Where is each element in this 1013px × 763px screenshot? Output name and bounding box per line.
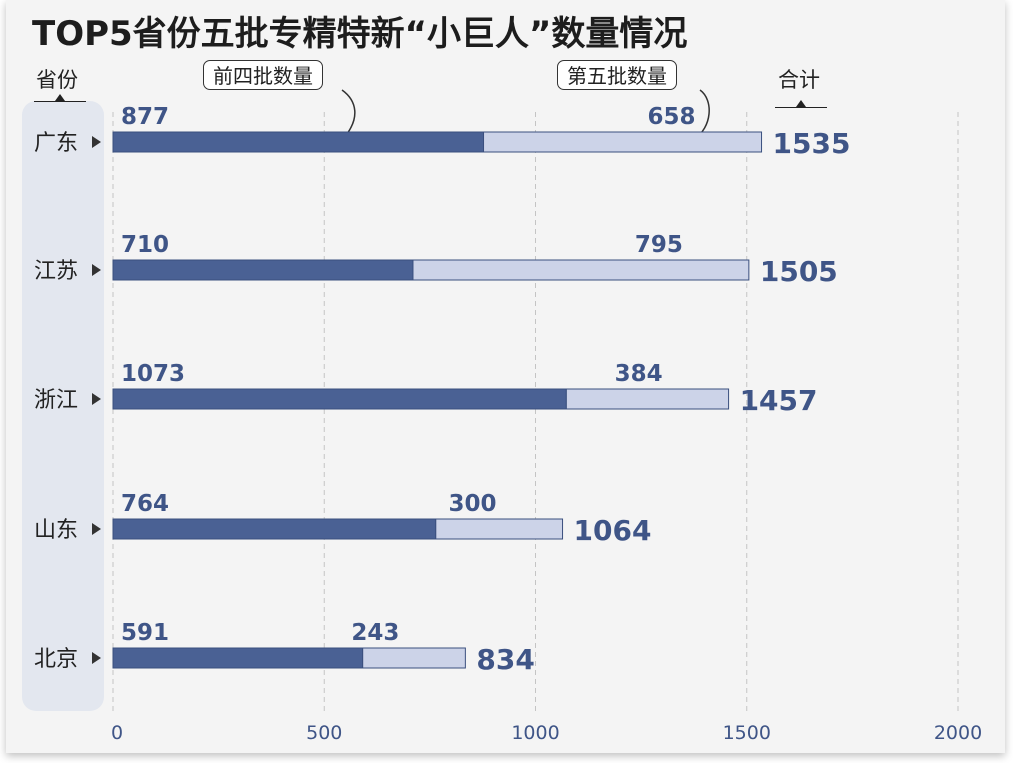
- total-header-caret-icon: [796, 100, 806, 107]
- row-pointer-icon: [92, 136, 101, 148]
- x-tick-label: 2000: [934, 722, 982, 744]
- province-label: 山东: [34, 518, 78, 543]
- bar-first-four: [112, 518, 437, 540]
- row-pointer-icon: [92, 264, 101, 276]
- bar-fifth: [483, 131, 763, 153]
- value-label-fifth: 384: [615, 361, 663, 387]
- value-label-first-four: 764: [121, 491, 169, 517]
- bar-fifth: [435, 518, 564, 540]
- total-header: 合计: [778, 68, 820, 92]
- province-label: 北京: [34, 647, 78, 672]
- bar-fifth: [362, 647, 466, 669]
- x-tick-label: 1000: [511, 722, 559, 744]
- x-tick-label: 500: [306, 722, 342, 744]
- value-label-fifth: 243: [351, 620, 399, 646]
- legend-callout-first-four: 前四批数量: [203, 60, 323, 90]
- province-header-caret-icon: [55, 94, 65, 101]
- value-label-first-four: 877: [121, 104, 169, 130]
- total-label: 1505: [760, 255, 838, 288]
- bars-layer: [112, 131, 763, 669]
- value-label-first-four: 591: [121, 620, 169, 646]
- value-label-first-four: 710: [121, 232, 169, 258]
- row-pointer-icon: [92, 523, 101, 535]
- province-label: 广东: [34, 131, 78, 156]
- x-tick-label: 0: [111, 722, 123, 744]
- total-header-underline: [775, 107, 827, 108]
- bar-fifth: [412, 259, 750, 281]
- value-label-fifth: 795: [635, 232, 683, 258]
- province-label: 江苏: [34, 259, 78, 284]
- total-label: 1457: [740, 384, 818, 417]
- province-header-underline: [34, 101, 86, 102]
- province-label: 浙江: [34, 388, 78, 413]
- bar-first-four: [112, 131, 485, 153]
- province-header: 省份: [36, 68, 78, 92]
- chart-card: [6, 0, 1005, 753]
- legend-callout-fifth: 第五批数量: [557, 60, 677, 90]
- grid-layer: [112, 112, 959, 712]
- x-tick-label: 1500: [723, 722, 771, 744]
- row-pointer-icon: [92, 652, 101, 664]
- total-label: 1535: [773, 127, 851, 160]
- value-label-fifth: 658: [648, 104, 696, 130]
- row-pointer-icon: [92, 393, 101, 405]
- bar-fifth: [565, 388, 730, 410]
- total-label: 834: [476, 643, 534, 676]
- bar-first-four: [112, 647, 364, 669]
- bar-first-four: [112, 388, 567, 410]
- bar-first-four: [112, 259, 414, 281]
- value-label-first-four: 1073: [121, 361, 185, 387]
- chart-title: TOP5省份五批专精特新“小巨人”数量情况: [32, 14, 688, 54]
- labels-layer: 0 500 1000 1500 2000 广东 877 658 1535 江苏 710 795 1505…: [34, 104, 982, 744]
- total-label: 1064: [574, 514, 652, 547]
- province-panel: [22, 101, 104, 711]
- value-label-fifth: 300: [449, 491, 497, 517]
